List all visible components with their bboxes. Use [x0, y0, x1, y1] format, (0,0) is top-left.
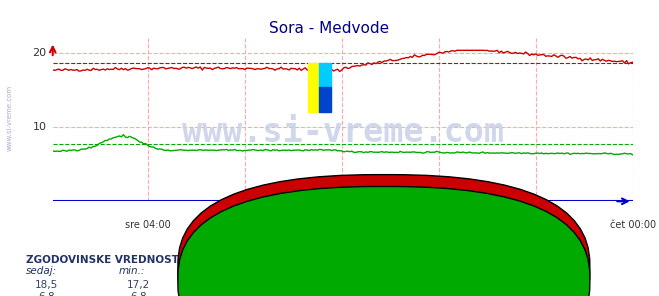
Text: sre 16:00: sre 16:00	[416, 220, 461, 230]
Text: www.si-vreme.com: www.si-vreme.com	[7, 85, 13, 152]
Bar	[320, 63, 331, 87]
Text: Sora - Medvode: Sora - Medvode	[270, 21, 389, 36]
Text: Slovenija / reke in morje.: Slovenija / reke in morje.	[260, 218, 399, 228]
Text: čet 00:00: čet 00:00	[610, 220, 656, 230]
Text: 9,4: 9,4	[288, 292, 305, 296]
Text: Meritve: povprečne  Enote: metrične  Črta: povprečje: Meritve: povprečne Enote: metrične Črta:…	[181, 235, 478, 247]
Text: 18,7: 18,7	[206, 280, 229, 290]
Text: min.:: min.:	[119, 266, 145, 276]
Text: sre 12:00: sre 12:00	[319, 220, 364, 230]
Text: maks.:: maks.:	[277, 266, 312, 276]
Text: 6,8: 6,8	[130, 292, 147, 296]
Text: 20: 20	[32, 48, 47, 58]
Text: 10: 10	[33, 122, 47, 132]
Text: ZGODOVINSKE VREDNOSTI (črtkana črta):: ZGODOVINSKE VREDNOSTI (črtkana črta):	[26, 255, 272, 265]
Text: sre 20:00: sre 20:00	[513, 220, 559, 230]
Text: zadnji dan / 5 minut.: zadnji dan / 5 minut.	[272, 226, 387, 237]
Text: Sora - Medvode: Sora - Medvode	[382, 258, 474, 268]
Text: www.si-vreme.com: www.si-vreme.com	[182, 116, 503, 149]
Text: sedaj:: sedaj:	[26, 266, 57, 276]
Text: temperatura[C]: temperatura[C]	[395, 271, 477, 281]
Text: sre 04:00: sre 04:00	[125, 220, 171, 230]
Bar	[320, 87, 331, 112]
Text: sre 08:00: sre 08:00	[222, 220, 268, 230]
Text: 17,2: 17,2	[127, 280, 150, 290]
Text: 18,5: 18,5	[34, 280, 58, 290]
Text: pretok[m3/s]: pretok[m3/s]	[395, 283, 463, 293]
Text: povpr.:: povpr.:	[198, 266, 233, 276]
Text: 6,8: 6,8	[38, 292, 55, 296]
Bar	[308, 63, 320, 112]
Text: 20,4: 20,4	[285, 280, 308, 290]
Text: 7,8: 7,8	[209, 292, 226, 296]
